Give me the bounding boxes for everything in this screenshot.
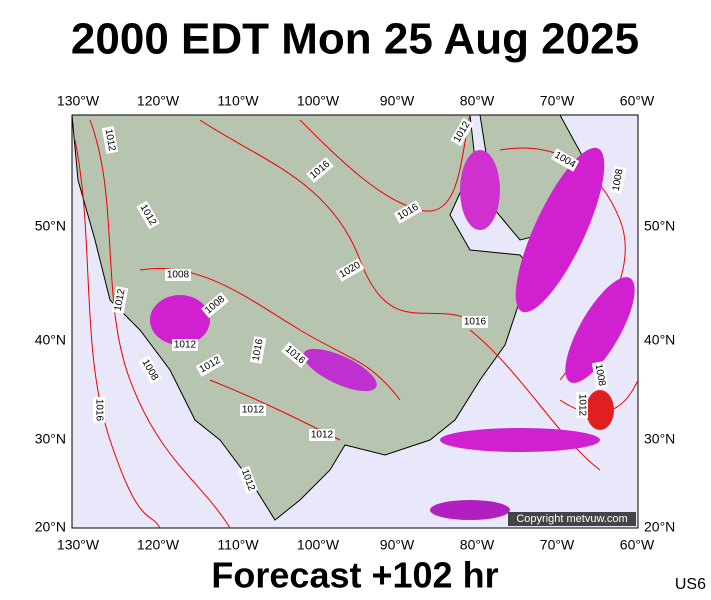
- lon-label: 100°W: [297, 93, 340, 109]
- lat-label: 20°N: [644, 519, 675, 535]
- isobar-label: 1012: [240, 404, 266, 416]
- isobar-label: 1008: [591, 361, 609, 389]
- lon-label: 130°W: [57, 537, 100, 553]
- isobar-label-box: [550, 148, 580, 172]
- isobar-label-box: [393, 200, 423, 224]
- isobar-label-box: [172, 339, 198, 351]
- isobar-label-box: [609, 166, 627, 194]
- isobar-label-box: [450, 117, 474, 147]
- isobar-label-box: [281, 342, 309, 368]
- lon-label: 110°W: [217, 537, 259, 553]
- title: 2000 EDT Mon 25 Aug 2025: [71, 15, 639, 64]
- lon-label: 120°W: [137, 93, 180, 109]
- isobar-label-box: [93, 397, 105, 423]
- isobar-label-text: 1012: [242, 405, 265, 416]
- isobar-label-text: 1016: [464, 317, 487, 328]
- isobar-label: 1016: [93, 397, 105, 423]
- isobar-label: 1012: [101, 126, 119, 154]
- isobar-label-text: 1012: [576, 394, 587, 417]
- lat-label: 30°N: [35, 431, 66, 447]
- isobar-label-box: [249, 336, 267, 364]
- lon-label: 130°W: [57, 93, 100, 109]
- lat-label: 40°N: [644, 332, 675, 348]
- isobar-label-box: [136, 200, 160, 230]
- lon-label: 100°W: [297, 537, 340, 553]
- isobar-label-box: [101, 126, 119, 154]
- region: US6: [675, 576, 706, 593]
- isobar-label: 1012: [111, 286, 129, 314]
- lon-label: 70°W: [540, 93, 575, 109]
- isobar-label: 1008: [165, 269, 191, 281]
- isobar-label-box: [309, 429, 335, 441]
- isobar-label-text: 1008: [167, 270, 190, 281]
- isobar-label-box: [335, 258, 365, 282]
- isobar-label-text: 1012: [103, 128, 118, 152]
- lat-label: 50°N: [35, 218, 66, 234]
- isobar-label-box: [201, 292, 229, 318]
- lat-label: 50°N: [644, 218, 675, 234]
- lat-label: 30°N: [644, 431, 675, 447]
- precipitation: [150, 147, 635, 520]
- isobar-label-box: [165, 269, 191, 281]
- isobar-label-text: 1008: [611, 168, 626, 192]
- land: [71, 114, 541, 521]
- isobar-label-box: [462, 316, 488, 328]
- lon-label: 80°W: [460, 93, 495, 109]
- isobar-label-box: [195, 353, 225, 377]
- isobar-label-text: 1008: [593, 363, 608, 387]
- lat-label: 20°N: [35, 519, 66, 535]
- isobar-label: 1012: [576, 392, 588, 418]
- lon-label: 120°W: [137, 537, 180, 553]
- isobar-label: 1008: [609, 166, 627, 194]
- isobar-label: 1012: [172, 339, 198, 351]
- lon-label: 110°W: [217, 93, 259, 109]
- isobar-label-box: [591, 361, 609, 389]
- isobar-label-text: 1012: [311, 430, 334, 441]
- isobar-label-box: [240, 404, 266, 416]
- isobar-label: 1016: [462, 316, 488, 328]
- isobar-label-text: 1012: [113, 288, 128, 312]
- map: [71, 114, 639, 529]
- lon-label: 80°W: [460, 537, 495, 553]
- copyright-box: [508, 512, 636, 526]
- isobar-label-box: [138, 355, 162, 385]
- isobar-label-box: [237, 465, 259, 495]
- copyright: Copyright metvuw.com: [516, 513, 627, 525]
- lon-label: 60°W: [620, 537, 655, 553]
- lon-label: 90°W: [380, 537, 415, 553]
- isobar-label-box: [576, 392, 588, 418]
- isobar-label: 1016: [249, 336, 267, 364]
- lat-label: 40°N: [35, 332, 66, 348]
- isobar-label-text: 1016: [251, 338, 266, 362]
- lon-label: 70°W: [540, 537, 575, 553]
- isobar-label-box: [111, 286, 129, 314]
- lon-label: 60°W: [620, 93, 655, 109]
- isobar-label-box: [306, 157, 334, 183]
- forecast: Forecast +102 hr: [211, 555, 498, 596]
- isobar-label-text: 1012: [174, 340, 197, 351]
- isobar-label-text: 1016: [93, 399, 104, 422]
- isobar-label: 1012: [309, 429, 335, 441]
- lon-label: 90°W: [380, 93, 415, 109]
